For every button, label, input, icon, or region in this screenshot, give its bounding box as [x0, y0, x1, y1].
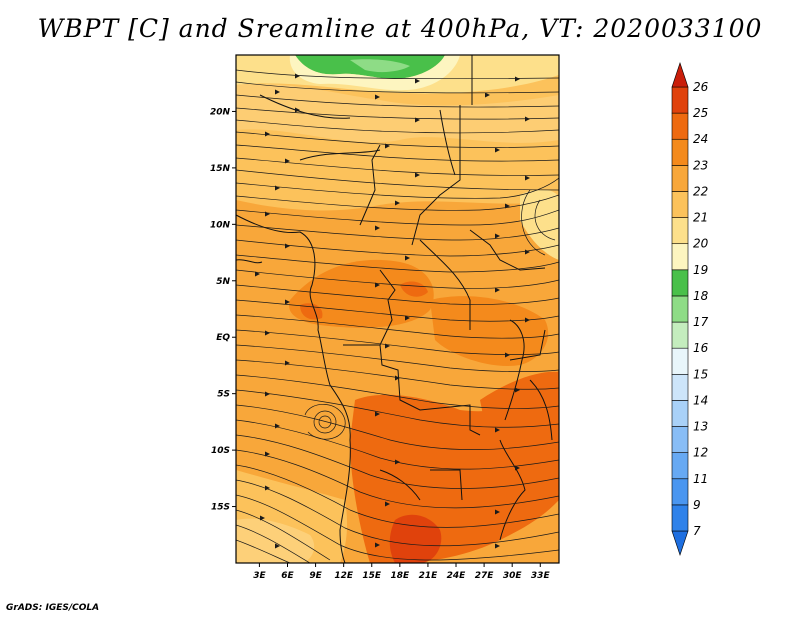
- colorbar-level-label: 23: [693, 158, 708, 172]
- lat-tick-label: 5S: [217, 390, 230, 400]
- lon-tick-label: 30E: [503, 571, 523, 581]
- colorbar-level-label: 18: [693, 289, 709, 303]
- colorbar-level-label: 22: [693, 184, 708, 198]
- colorbar-level-label: 25: [693, 106, 708, 120]
- lon-tick-label: 15E: [362, 571, 382, 581]
- colorbar-level-label: 16: [693, 341, 709, 355]
- lon-tick-label: 21E: [419, 571, 439, 581]
- colorbar-swatch: [671, 373, 689, 401]
- colorbar-swatch: [671, 191, 689, 218]
- colorbar-level-label: 21: [693, 211, 708, 225]
- colorbar-swatch: [671, 478, 689, 506]
- colorbar-level-label: 20: [693, 237, 709, 251]
- colorbar-swatch: [671, 62, 689, 88]
- colorbar-swatch: [671, 321, 689, 349]
- colorbar-swatch: [671, 530, 689, 556]
- credit-text: GrADS: IGES/COLA: [6, 603, 100, 613]
- wbpt-field: [236, 55, 559, 563]
- lon-tick-label: 24E: [447, 571, 467, 581]
- colorbar-swatch: [671, 112, 689, 140]
- map-frame: [235, 54, 560, 564]
- colorbar-level-label: 7: [693, 524, 701, 538]
- colorbar-swatch: [671, 243, 689, 271]
- lon-tick-label: 27E: [475, 571, 495, 581]
- colorbar-level-label: 11: [693, 472, 708, 486]
- colorbar-level-label: 17: [693, 315, 709, 329]
- colorbar-swatch: [671, 347, 689, 375]
- lon-tick-label: 33E: [531, 571, 551, 581]
- colorbar-swatch: [671, 452, 689, 480]
- colorbar-level-label: 12: [693, 446, 708, 460]
- colorbar-swatch: [671, 504, 689, 532]
- lat-tick-label: 20N: [210, 107, 231, 117]
- lon-tick-label: 12E: [334, 571, 354, 581]
- colorbar-swatch: [671, 86, 689, 114]
- lon-tick-label: 3E: [253, 571, 266, 581]
- lon-tick-label: 18E: [390, 571, 410, 581]
- colorbar-level-label: 19: [693, 263, 708, 277]
- lat-tick-label: 5N: [216, 277, 230, 287]
- colorbar-swatch: [671, 217, 689, 245]
- colorbar-swatch: [671, 165, 689, 192]
- colorbar-level-label: 14: [693, 393, 708, 407]
- colorbar-swatch: [671, 138, 689, 166]
- colorbar-level-label: 26: [693, 80, 709, 94]
- lon-tick-label: 6E: [281, 571, 294, 581]
- lat-tick-label: 10N: [210, 220, 231, 230]
- colorbar-swatch: [671, 295, 689, 323]
- lat-tick-label: 10S: [211, 446, 230, 456]
- lat-tick-label: 15S: [211, 503, 230, 513]
- colorbar-level-label: 24: [693, 132, 708, 146]
- streamline-arrows: [255, 73, 530, 549]
- lat-tick-label: 15N: [210, 164, 231, 174]
- colorbar: 7 9 11 12 13 14 15 16 17 18 19 20 21 22 23 24 25 26: [671, 62, 709, 556]
- colorbar-swatch: [671, 400, 689, 427]
- latitude-axis: 20N 15N 10N 5N EQ 5S 10S 15S: [210, 107, 236, 513]
- lon-tick-label: 9E: [309, 571, 322, 581]
- colorbar-level-label: 9: [693, 498, 701, 512]
- lat-tick-label: EQ: [216, 333, 230, 343]
- colorbar-swatch: [671, 426, 689, 453]
- map-title: WBPT [C] and Sreamline at 400hPa, VT: 20…: [37, 14, 763, 43]
- streamlines: [236, 69, 559, 563]
- colorbar-swatch: [671, 269, 689, 297]
- colorbar-level-label: 13: [693, 420, 708, 434]
- longitude-axis: 3E 6E 9E 12E 15E 18E 21E 24E 27E 30E 33E: [253, 563, 550, 581]
- colorbar-level-label: 15: [693, 367, 708, 381]
